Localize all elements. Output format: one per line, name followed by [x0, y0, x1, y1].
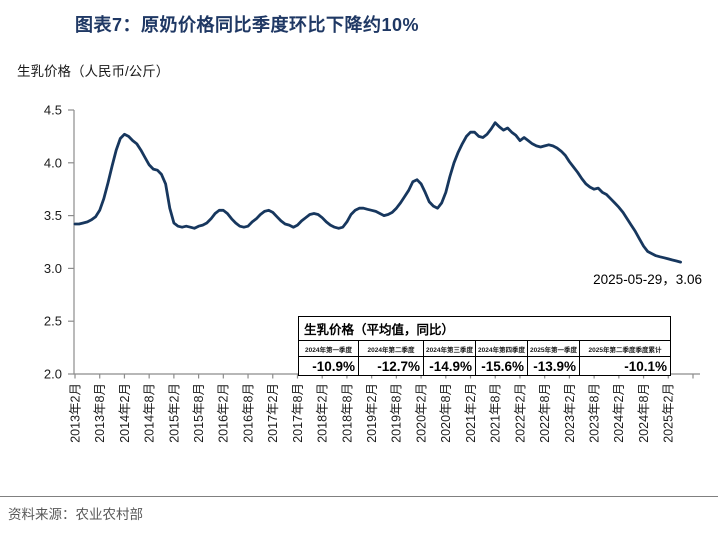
x-tick-label: 2022年2月	[513, 383, 527, 443]
x-tick-label: 2016年8月	[241, 383, 255, 443]
x-tick-label: 2015年2月	[167, 383, 181, 443]
x-tick-label: 2018年2月	[316, 383, 330, 443]
table-header-cell: 2024年第三季度	[423, 340, 476, 357]
x-tick-label: 2020年2月	[414, 383, 428, 443]
x-tick-label: 2024年2月	[612, 383, 626, 443]
table-header-cell: 2024年第一季度	[298, 340, 359, 357]
x-tick-label: 2022年8月	[538, 383, 552, 443]
figure-title: 图表7：原奶价格同比季度环比下降约10%	[75, 15, 420, 35]
x-tick-label: 2017年2月	[266, 383, 280, 443]
table-header-cell: 2025年第二季度季度累计	[579, 340, 671, 357]
table-value-cell: -15.6%	[475, 356, 528, 376]
x-tick-label: 2016年2月	[217, 383, 231, 443]
y-tick-label: 2.5	[44, 314, 62, 329]
x-tick-label: 2023年2月	[563, 383, 577, 443]
price-line	[73, 121, 682, 264]
divider-line	[0, 496, 718, 497]
y-tick-label: 2.0	[44, 367, 62, 382]
yoy-summary-table: 生乳价格（平均值，同比） 2024年第一季度 2024年第二季度 2024年第三…	[298, 316, 671, 376]
y-tick-label: 3.5	[44, 208, 62, 223]
table-value-cell: -14.9%	[423, 356, 476, 376]
table-header-cell: 2025年第一季度	[527, 340, 580, 357]
x-tick-label: 2025年2月	[662, 383, 676, 443]
x-tick-label: 2013年8月	[93, 383, 107, 443]
y-tick-label: 4.0	[44, 155, 62, 170]
x-tick-label: 2015年8月	[192, 383, 206, 443]
x-tick-label: 2017年8月	[291, 383, 305, 443]
table-value-cell: -12.7%	[358, 356, 424, 376]
table-value-cell: -10.9%	[298, 356, 359, 376]
table-title: 生乳价格（平均值，同比）	[298, 316, 671, 341]
x-tick-label: 2023年8月	[587, 383, 601, 443]
latest-value-annotation: 2025-05-29，3.06	[593, 272, 702, 287]
x-tick-label: 2019年2月	[365, 383, 379, 443]
table-header-cell: 2024年第二季度	[358, 340, 424, 357]
x-tick-label: 2014年2月	[118, 383, 132, 443]
y-axis-unit-label: 生乳价格（人民币/公斤）	[17, 64, 170, 79]
y-tick-label: 3.0	[44, 261, 62, 276]
source-note: 资料来源：农业农村部	[8, 507, 143, 522]
x-tick-label: 2021年2月	[464, 383, 478, 443]
x-tick-label: 2014年8月	[143, 383, 157, 443]
x-tick-label: 2019年8月	[390, 383, 404, 443]
x-tick-label: 2013年2月	[68, 383, 82, 443]
x-tick-label: 2024年8月	[637, 383, 651, 443]
x-tick-label: 2018年8月	[340, 383, 354, 443]
y-tick-label: 4.5	[44, 103, 62, 118]
x-tick-label: 2020年8月	[439, 383, 453, 443]
table-value-cell: -13.9%	[527, 356, 580, 376]
table-header-cell: 2024年第四季度	[475, 340, 528, 357]
x-tick-label: 2021年8月	[489, 383, 503, 443]
table-value-cell: -10.1%	[579, 356, 671, 376]
